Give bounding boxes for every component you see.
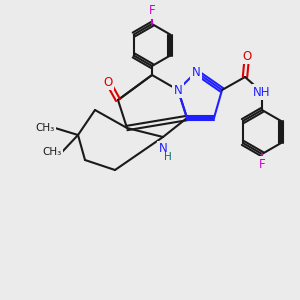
Text: H: H (164, 152, 172, 162)
Text: N: N (159, 142, 167, 155)
Text: F: F (259, 158, 265, 170)
Text: O: O (242, 50, 252, 62)
Text: N: N (174, 83, 182, 97)
Text: F: F (149, 4, 155, 17)
Text: O: O (103, 76, 112, 88)
Text: CH₃: CH₃ (43, 147, 62, 157)
Text: N: N (192, 65, 200, 79)
Text: CH₃: CH₃ (36, 123, 55, 133)
Text: NH: NH (253, 85, 271, 98)
